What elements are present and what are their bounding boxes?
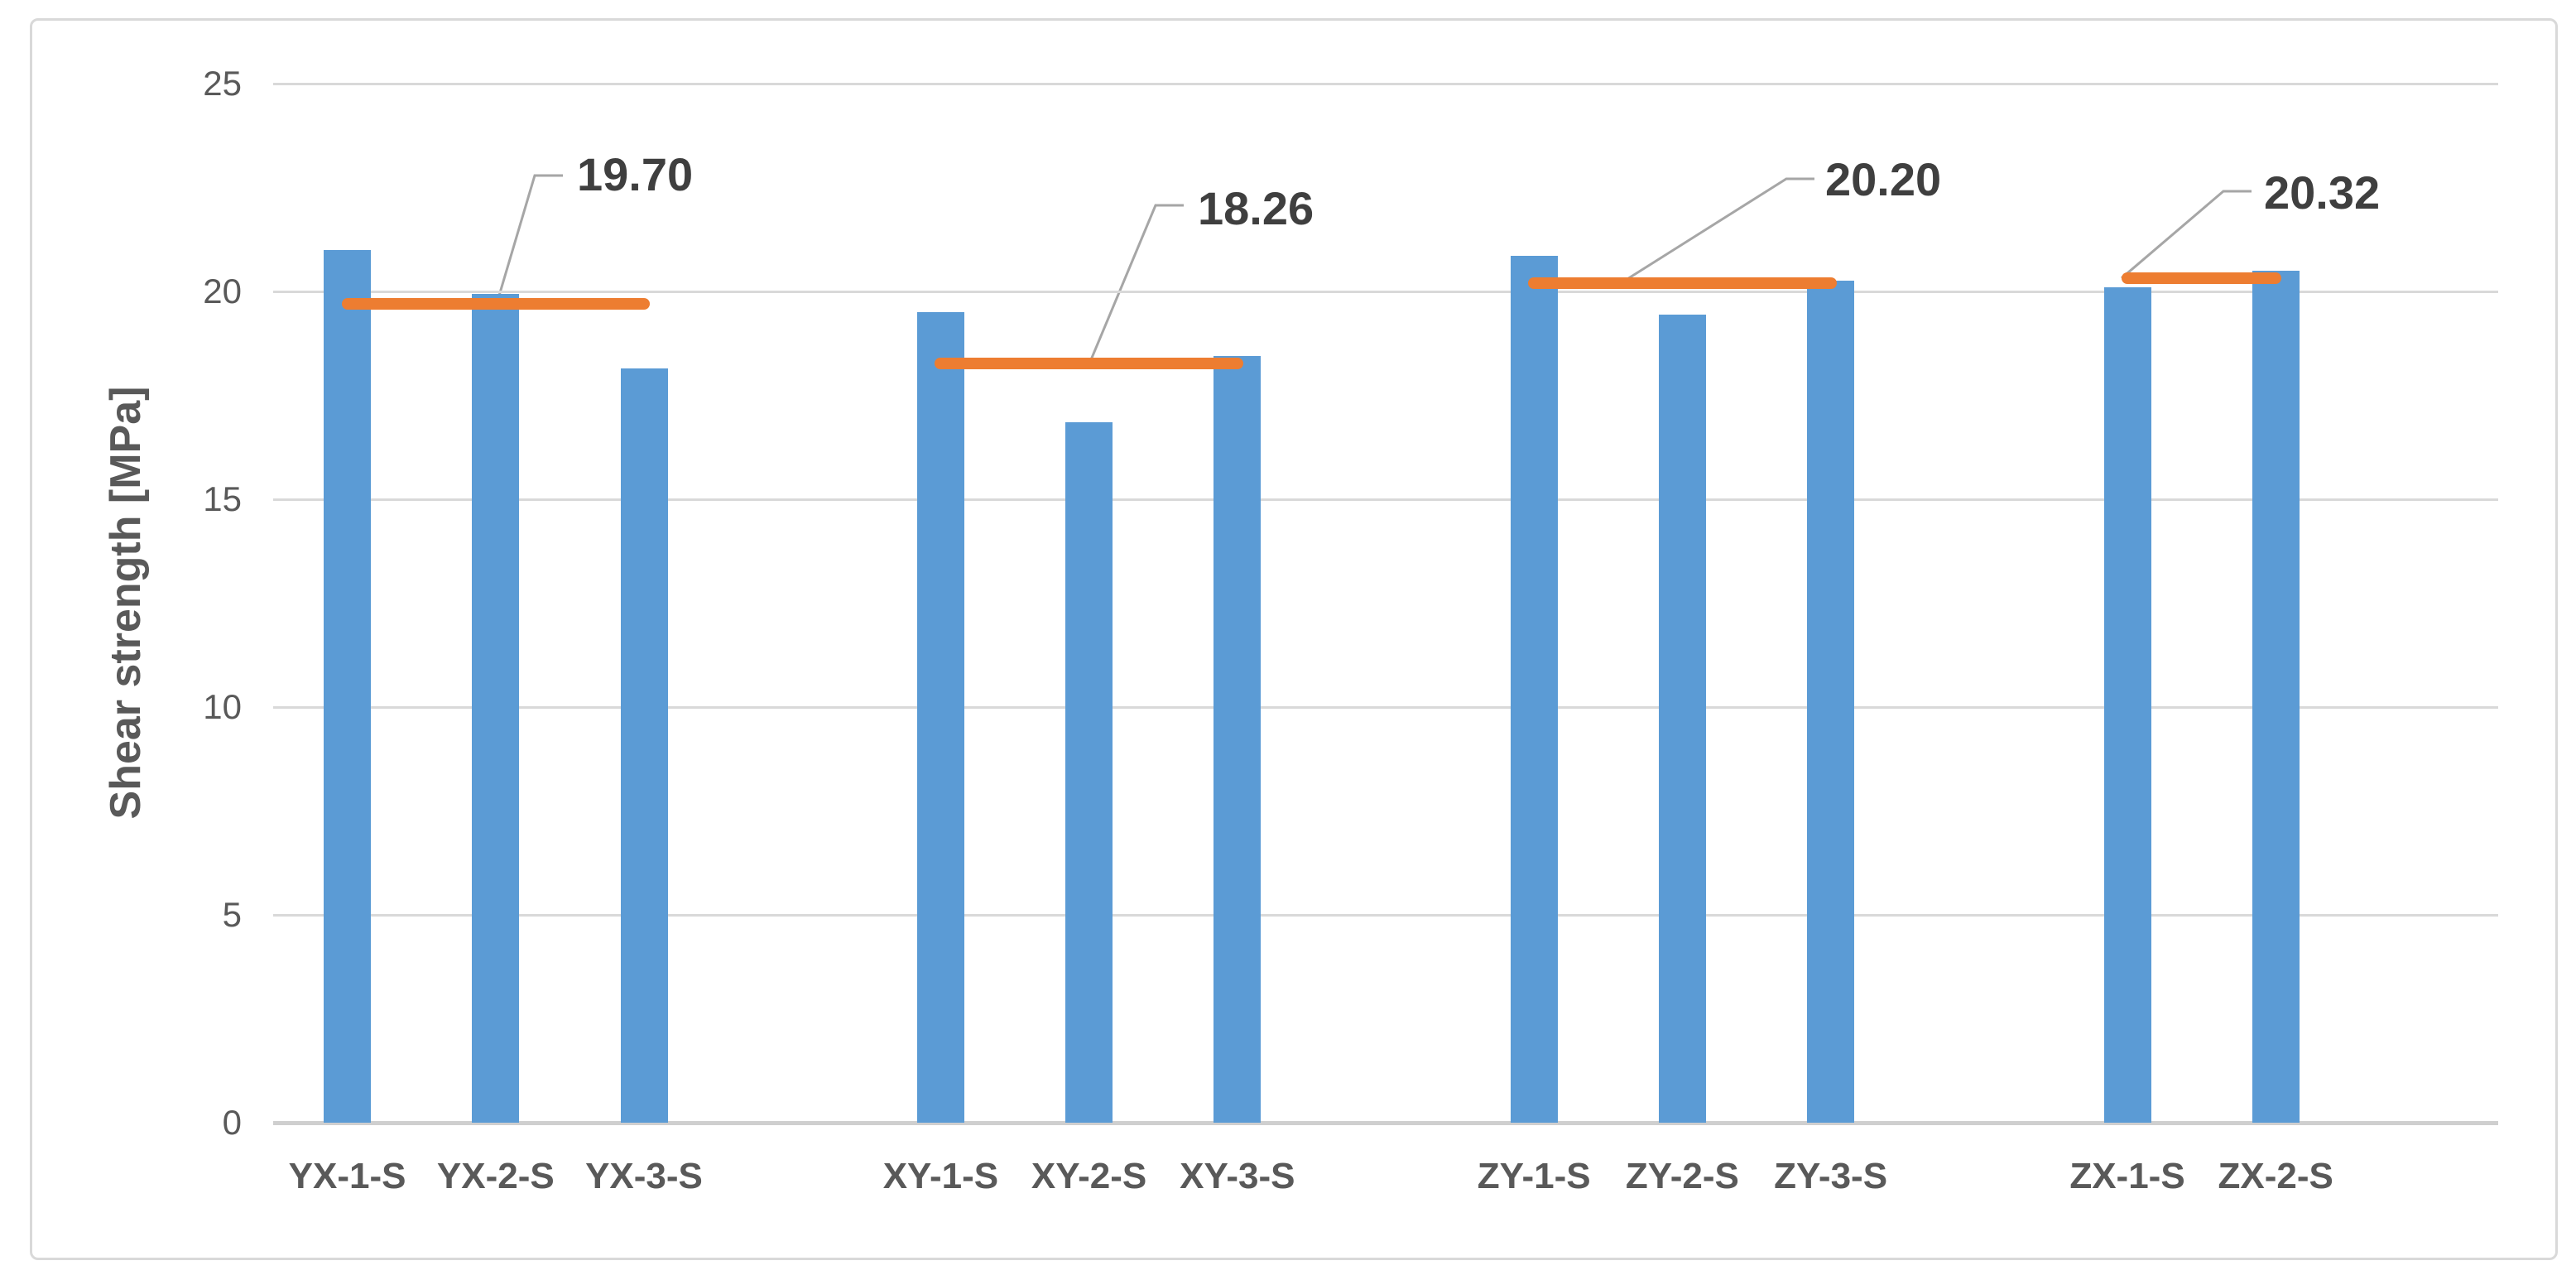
y-tick-label: 15 (203, 479, 242, 518)
gridline (273, 913, 2498, 917)
category-label: YX-2-S (436, 1156, 555, 1196)
bar (472, 293, 520, 1123)
bar (1807, 281, 1855, 1123)
category-label: ZX-1-S (2069, 1156, 2185, 1196)
y-tick-label: 10 (203, 687, 242, 726)
y-tick-label: 20 (203, 272, 242, 310)
y-tick-label: 5 (222, 895, 242, 934)
category-label: ZY-1-S (1477, 1156, 1591, 1196)
category-label: ZX-2-S (2218, 1156, 2333, 1196)
average-line (1528, 277, 1837, 289)
leader-line (495, 174, 563, 305)
bar (1510, 256, 1558, 1123)
average-callout-label: 18.26 (1198, 182, 1314, 234)
category-label: YX-1-S (288, 1156, 406, 1196)
leader-line (2121, 190, 2252, 280)
average-callout-label: 20.20 (1825, 153, 1942, 205)
average-callout-label: 20.32 (2264, 166, 2381, 219)
leader-line (1088, 204, 1184, 364)
category-label: ZY-2-S (1625, 1156, 1739, 1196)
bar (916, 312, 964, 1123)
gridline (273, 82, 2498, 85)
category-label: XY-2-S (1031, 1156, 1147, 1196)
category-label: YX-3-S (585, 1156, 703, 1196)
bar (620, 368, 668, 1123)
bar (1214, 355, 1262, 1123)
average-callout-label: 19.70 (577, 148, 694, 200)
bar (324, 249, 372, 1123)
y-tick-label: 25 (203, 64, 242, 103)
category-label: XY-1-S (882, 1156, 999, 1196)
bar (2252, 270, 2300, 1123)
average-line (2122, 272, 2282, 284)
x-axis-line (273, 1121, 2498, 1125)
bar (2103, 286, 2151, 1123)
category-label: ZY-3-S (1774, 1156, 1888, 1196)
bar (1065, 422, 1113, 1123)
average-line (341, 298, 650, 310)
y-tick-label: 0 (222, 1103, 242, 1142)
category-label: XY-3-S (1180, 1156, 1295, 1196)
gridline (273, 290, 2498, 293)
average-line (935, 358, 1243, 370)
gridline (273, 705, 2498, 709)
leader-line (1620, 177, 1814, 285)
gridline (273, 498, 2498, 501)
bar (1658, 314, 1706, 1123)
